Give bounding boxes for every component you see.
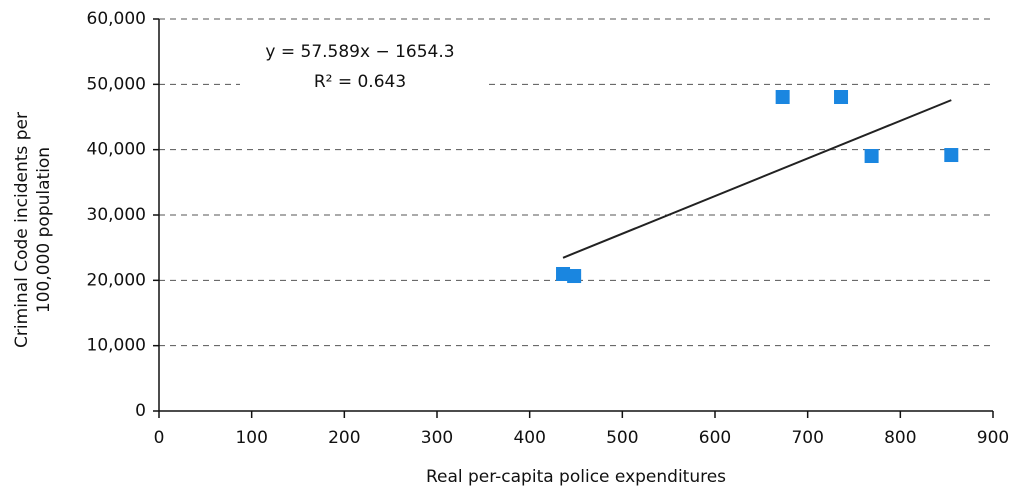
y-axis-label: Criminal Code incidents per: [12, 112, 32, 348]
x-axis-label: Real per-capita police expenditures: [426, 467, 726, 487]
y-axis-label: 100,000 population: [34, 147, 54, 313]
point: [567, 269, 582, 284]
trend-line: [562, 99, 952, 259]
point: [864, 149, 879, 164]
point: [834, 90, 849, 105]
x-tick-label: 500: [606, 428, 638, 448]
x-tick-label: 600: [699, 428, 731, 448]
x-tick-label: 300: [421, 428, 453, 448]
trend-equation: y = 57.589x − 1654.3: [265, 42, 454, 62]
x-tick-label: 200: [328, 428, 360, 448]
y-tick-label: 60,000: [87, 9, 146, 29]
y-tick-label: 40,000: [87, 140, 146, 160]
x-tick-label: 400: [513, 428, 545, 448]
y-tick-label: 0: [135, 401, 146, 421]
x-tick-label: 800: [884, 428, 916, 448]
y-tick-label: 50,000: [87, 74, 146, 94]
point: [556, 266, 571, 281]
label-bg: [240, 36, 488, 98]
x-tick-label: 700: [791, 428, 823, 448]
y-tick-label: 30,000: [87, 205, 146, 225]
x-tick-label: 100: [235, 428, 267, 448]
trend-r2: R² = 0.643: [314, 72, 406, 92]
y-tick-label: 20,000: [87, 270, 146, 290]
point: [775, 90, 790, 105]
x-tick-label: 0: [154, 428, 165, 448]
x-tick-label: 900: [977, 428, 1009, 448]
point: [944, 148, 959, 163]
y-tick-label: 10,000: [87, 336, 146, 356]
